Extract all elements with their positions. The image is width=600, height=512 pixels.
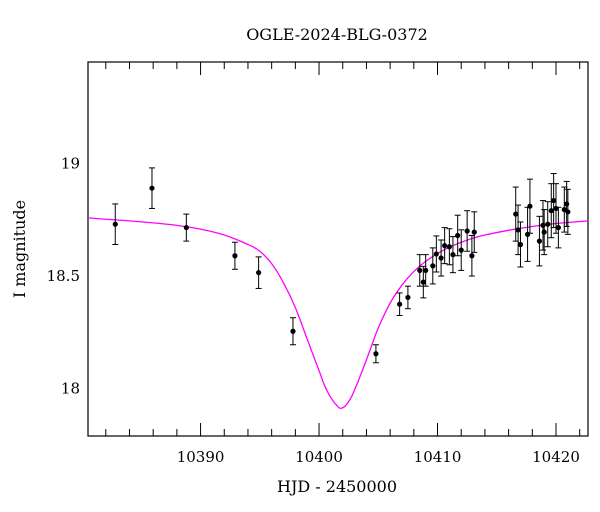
- chart-title: OGLE-2024-BLG-0372: [246, 25, 428, 44]
- data-point: [148, 167, 155, 209]
- point-marker: [548, 208, 554, 214]
- point-marker: [536, 238, 543, 244]
- point-marker: [553, 205, 559, 212]
- point-marker: [464, 228, 470, 234]
- data-point: [449, 236, 456, 274]
- data-point: [541, 209, 548, 256]
- data-point: [548, 183, 555, 239]
- y-tick-label: 19: [61, 154, 80, 172]
- y-axis-label: I magnitude: [10, 200, 29, 298]
- data-point: [544, 201, 551, 248]
- data-point: [515, 204, 522, 256]
- x-tick-label: 10390: [177, 448, 225, 466]
- point-marker: [442, 243, 448, 249]
- data-point: [433, 235, 440, 273]
- point-marker: [438, 255, 444, 261]
- point-marker: [112, 221, 118, 227]
- data-point: [404, 285, 411, 310]
- point-marker: [458, 247, 464, 253]
- point-marker: [527, 203, 533, 209]
- point-marker: [290, 328, 296, 334]
- data-point: [372, 344, 379, 364]
- point-marker: [397, 301, 403, 307]
- point-marker: [430, 263, 436, 269]
- data-point: [517, 221, 524, 268]
- data-point: [464, 210, 471, 252]
- data-point: [553, 183, 560, 234]
- data-point: [416, 254, 423, 287]
- point-marker: [446, 244, 452, 250]
- point-marker: [149, 185, 155, 191]
- data-point: [422, 254, 429, 287]
- point-marker: [405, 294, 411, 301]
- model-curve: [87, 217, 589, 409]
- point-marker: [417, 267, 423, 274]
- data-point: [183, 213, 190, 242]
- point-marker: [455, 232, 461, 239]
- point-marker: [524, 231, 531, 237]
- data-point: [446, 228, 453, 266]
- model-curve-group: [87, 217, 589, 409]
- data-point: [396, 292, 403, 316]
- y-tick-label: 18: [61, 380, 80, 398]
- data-point: [536, 215, 543, 267]
- x-tick-label: 10410: [414, 448, 462, 466]
- point-marker: [513, 211, 519, 217]
- data-point: [555, 206, 562, 249]
- data-point: [471, 211, 478, 253]
- data-point: [429, 247, 436, 285]
- point-marker: [373, 351, 379, 357]
- data-point: [458, 229, 465, 271]
- data-points-group: [112, 167, 571, 364]
- data-point: [454, 214, 461, 257]
- point-marker: [433, 251, 439, 257]
- point-marker: [423, 267, 429, 274]
- point-marker: [564, 201, 570, 207]
- data-point: [438, 239, 445, 277]
- point-marker: [515, 227, 521, 233]
- x-tick-label: 10400: [295, 448, 343, 466]
- point-marker: [469, 253, 475, 259]
- point-marker: [540, 222, 546, 228]
- data-point: [561, 186, 568, 233]
- plot-frame: [87, 61, 589, 437]
- data-point: [526, 178, 533, 234]
- point-marker: [517, 241, 524, 248]
- data-point: [231, 241, 238, 270]
- point-marker: [541, 229, 547, 235]
- point-marker: [471, 229, 477, 235]
- point-marker: [420, 279, 426, 285]
- point-marker: [183, 224, 189, 231]
- point-marker: [555, 224, 561, 231]
- data-point: [441, 227, 448, 265]
- point-marker: [256, 270, 262, 276]
- y-tick-label: 18.5: [47, 267, 80, 285]
- data-point: [289, 317, 296, 346]
- point-marker: [545, 221, 551, 227]
- data-point: [112, 203, 119, 245]
- point-marker: [565, 209, 571, 215]
- x-tick-label: 10420: [532, 448, 580, 466]
- data-point: [512, 186, 519, 242]
- point-marker: [232, 253, 238, 259]
- data-point: [564, 188, 571, 235]
- axis-ticks: 10390 10400 10410 10420 18 18.5 19: [47, 62, 581, 466]
- x-axis-label: HJD - 2450000: [277, 477, 397, 496]
- data-point: [255, 256, 262, 289]
- point-marker: [551, 197, 557, 204]
- data-point: [468, 234, 475, 277]
- point-marker: [450, 252, 456, 258]
